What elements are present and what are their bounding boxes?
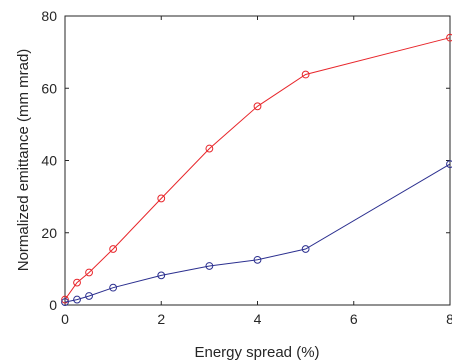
series-2-point (301, 245, 310, 253)
x-tick-label: 2 (157, 311, 165, 327)
series-2-point (446, 160, 452, 169)
x-tick-label: 4 (254, 311, 262, 327)
series-2-point (253, 255, 262, 264)
y-tick-label: 20 (41, 225, 57, 241)
series-2-point (205, 262, 214, 270)
plot-area (64, 15, 451, 306)
series-2-point (73, 295, 81, 304)
series-2-point (157, 271, 166, 280)
y-tick-label: 80 (41, 8, 57, 24)
series-1-point (109, 245, 118, 253)
series-1-point (253, 102, 262, 111)
series-1-point (446, 33, 452, 42)
series-1-point (157, 194, 166, 203)
series-line-1 (64, 37, 451, 300)
series-1-point (205, 144, 214, 153)
x-axis-title: Energy spread (%) (194, 344, 319, 360)
series-1-point (85, 268, 93, 277)
x-tick-label: 6 (350, 311, 358, 327)
y-tick-label: 0 (49, 297, 57, 313)
x-tick-label: 8 (446, 311, 452, 327)
y-axis-title: Normalized emittance (mm mrad) (15, 49, 32, 272)
series-1-point (301, 70, 310, 79)
series-2-point (109, 283, 118, 292)
series-2-point (85, 292, 93, 300)
y-tick-label: 60 (41, 80, 57, 96)
series-1-point (61, 295, 69, 304)
x-tick-label: 0 (61, 311, 69, 327)
y-tick-label: 40 (41, 153, 57, 169)
series-2-point (61, 298, 69, 307)
series-1-point (73, 278, 81, 287)
series-line-2 (64, 163, 451, 303)
